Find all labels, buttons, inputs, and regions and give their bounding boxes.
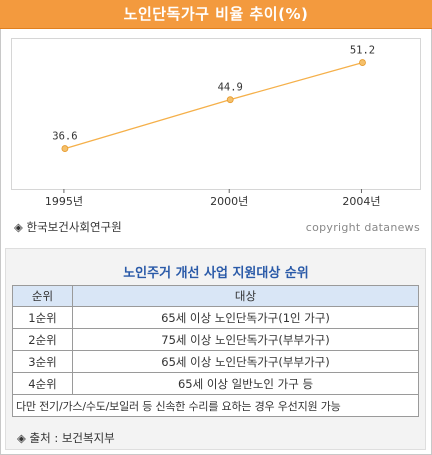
chart-source: ◈ 한국보건사회연구원 <box>14 220 122 234</box>
table-title: 노인주거 개선 사업 지원대상 순위 <box>123 266 309 281</box>
x-axis: 1995년 2000년 2004년 <box>45 189 381 208</box>
rank-cell: 1순위 <box>12 306 73 329</box>
data-point <box>359 59 366 66</box>
copyright-text: copyright datanews <box>305 221 420 234</box>
x-tick-label: 2004년 <box>342 195 380 208</box>
footer-source: ◈ 출처 : 보건복지부 <box>17 431 115 445</box>
rank-cell: 3순위 <box>12 350 73 373</box>
table-row: 4순위 65세 이상 일반노인 가구 등 <box>12 372 419 395</box>
x-tick-label: 1995년 <box>45 195 83 208</box>
rank-cell: 2순위 <box>12 328 73 351</box>
table-note: 다만 전기/가스/수도/보일러 등 신속한 수리를 요하는 경우 우선지원 가능 <box>12 394 419 417</box>
data-label: 36.6 <box>52 131 77 143</box>
data-label: 44.9 <box>218 82 243 94</box>
chart-title: 노인단독가구 비율 추이(%) <box>123 5 309 23</box>
series-line <box>64 61 363 150</box>
target-cell: 65세 이상 노인단독가구(1인 가구) <box>72 306 419 329</box>
rank-cell: 4순위 <box>12 372 73 395</box>
table-note-row: 다만 전기/가스/수도/보일러 등 신속한 수리를 요하는 경우 우선지원 가능 <box>12 394 419 417</box>
data-label: 51.2 <box>350 45 375 57</box>
title-banner: 노인단독가구 비율 추이(%) <box>0 0 432 29</box>
data-point <box>226 96 234 104</box>
table-header-row: 순위 대상 <box>12 285 419 307</box>
table-row: 2순위 75세 이상 노인단독가구(부부가구) <box>12 328 419 351</box>
target-cell: 75세 이상 노인단독가구(부부가구) <box>72 328 419 351</box>
chart-area: 36.6 44.9 51.2 <box>11 38 421 190</box>
header-rank: 순위 <box>12 285 73 307</box>
header-target: 대상 <box>72 285 419 307</box>
table-row: 3순위 65세 이상 노인단독가구(부부가구) <box>12 350 419 373</box>
priority-table: 순위 대상 1순위 65세 이상 노인단독가구(1인 가구) 2순위 75세 이… <box>12 285 419 417</box>
data-point <box>61 145 69 152</box>
x-tick-label: 2000년 <box>210 195 248 208</box>
line-chart: 36.6 44.9 51.2 <box>52 45 375 152</box>
target-cell: 65세 이상 노인단독가구(부부가구) <box>72 350 419 373</box>
target-cell: 65세 이상 일반노인 가구 등 <box>72 372 419 395</box>
table-row: 1순위 65세 이상 노인단독가구(1인 가구) <box>12 306 419 329</box>
